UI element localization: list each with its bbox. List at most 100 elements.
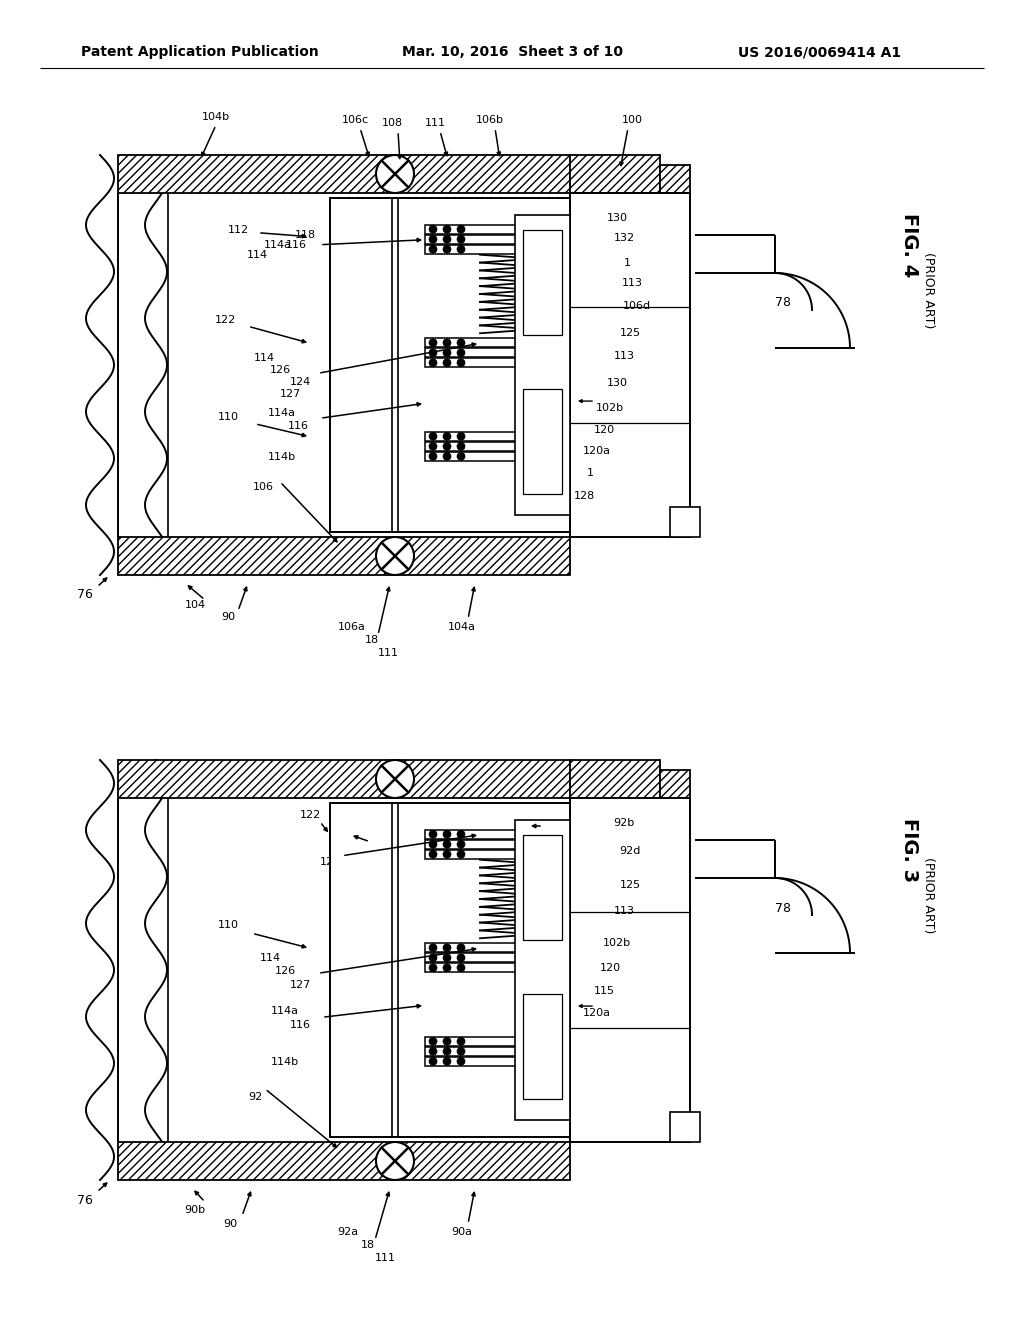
Circle shape	[429, 226, 437, 234]
Text: 104a: 104a	[449, 622, 476, 632]
Text: 116: 116	[290, 1020, 310, 1031]
Text: 114a: 114a	[271, 1006, 299, 1016]
Bar	[425, 224, 555, 234]
Circle shape	[457, 453, 465, 461]
Bar	[570, 760, 660, 799]
Text: (PRIOR ART): (PRIOR ART)	[922, 857, 935, 933]
Bar	[523, 389, 562, 494]
Text: 1: 1	[587, 469, 594, 478]
Circle shape	[457, 944, 465, 952]
Bar	[425, 1047, 555, 1056]
Circle shape	[443, 1057, 451, 1065]
Text: FIG. 3: FIG. 3	[900, 818, 920, 882]
Bar	[570, 193, 690, 537]
Bar	[660, 770, 690, 799]
Text: 116: 116	[286, 240, 306, 249]
Bar	[515, 820, 570, 1121]
Text: 106a: 106a	[338, 622, 366, 632]
Circle shape	[443, 339, 451, 347]
Bar	[425, 944, 555, 952]
Bar	[425, 830, 555, 838]
Text: 100: 100	[622, 115, 642, 125]
Bar	[523, 834, 562, 940]
Circle shape	[443, 359, 451, 367]
Circle shape	[443, 944, 451, 952]
Text: 76: 76	[77, 589, 93, 602]
Circle shape	[457, 1038, 465, 1045]
Text: 115: 115	[594, 986, 614, 997]
Text: 130: 130	[606, 378, 628, 388]
Text: 127: 127	[280, 389, 301, 399]
Text: 90b: 90b	[184, 1205, 206, 1214]
Text: 78: 78	[775, 297, 791, 309]
Text: 114b: 114b	[268, 451, 296, 462]
Circle shape	[429, 453, 437, 461]
Text: 108: 108	[381, 117, 402, 128]
Text: 104b: 104b	[202, 112, 230, 121]
Text: 120: 120	[594, 425, 614, 436]
Circle shape	[457, 841, 465, 849]
Circle shape	[429, 1038, 437, 1045]
Text: 127: 127	[290, 981, 310, 990]
Text: 130: 130	[606, 213, 628, 223]
Text: 106b: 106b	[476, 115, 504, 125]
Text: 108: 108	[370, 842, 390, 853]
Circle shape	[443, 1038, 451, 1045]
Circle shape	[429, 348, 437, 356]
Circle shape	[443, 235, 451, 243]
Circle shape	[443, 442, 451, 450]
Circle shape	[429, 850, 437, 858]
Circle shape	[429, 1047, 437, 1055]
Text: 106: 106	[253, 482, 273, 492]
Bar	[515, 215, 570, 515]
Circle shape	[443, 246, 451, 253]
Bar	[523, 230, 562, 335]
Circle shape	[457, 433, 465, 441]
Bar	[118, 760, 570, 799]
Circle shape	[429, 964, 437, 972]
Text: 104: 104	[184, 601, 206, 610]
Text: 111: 111	[425, 117, 445, 128]
Bar	[425, 964, 555, 973]
Bar	[425, 442, 555, 451]
Bar	[425, 451, 555, 461]
Circle shape	[429, 339, 437, 347]
Text: 111: 111	[375, 1253, 395, 1263]
Text: 106d: 106d	[623, 301, 651, 312]
Bar	[425, 338, 555, 347]
Text: (PRIOR ART): (PRIOR ART)	[922, 252, 935, 329]
Bar	[118, 1142, 570, 1180]
Bar	[670, 507, 700, 537]
Circle shape	[457, 1057, 465, 1065]
Text: 78: 78	[775, 902, 791, 915]
Circle shape	[457, 442, 465, 450]
Text: 18: 18	[365, 635, 379, 645]
Text: 128: 128	[573, 491, 595, 502]
Circle shape	[429, 830, 437, 838]
Bar	[330, 198, 570, 532]
Circle shape	[443, 964, 451, 972]
Bar	[523, 994, 562, 1100]
Text: 76: 76	[77, 1193, 93, 1206]
Circle shape	[376, 154, 414, 193]
Circle shape	[429, 433, 437, 441]
Circle shape	[457, 226, 465, 234]
Circle shape	[429, 246, 437, 253]
Text: 114: 114	[259, 953, 281, 964]
Bar	[425, 358, 555, 367]
Circle shape	[429, 442, 437, 450]
Circle shape	[429, 1057, 437, 1065]
Text: 120a: 120a	[583, 446, 611, 455]
Circle shape	[443, 348, 451, 356]
Text: Patent Application Publication: Patent Application Publication	[81, 45, 318, 59]
Bar	[425, 840, 555, 849]
Text: 106c: 106c	[341, 115, 369, 125]
Circle shape	[443, 433, 451, 441]
Text: 122: 122	[299, 809, 321, 820]
Circle shape	[443, 453, 451, 461]
Bar	[425, 348, 555, 358]
Text: 111: 111	[378, 648, 398, 657]
Text: 113: 113	[613, 906, 635, 916]
Bar	[670, 1111, 700, 1142]
Text: 1: 1	[624, 257, 631, 268]
